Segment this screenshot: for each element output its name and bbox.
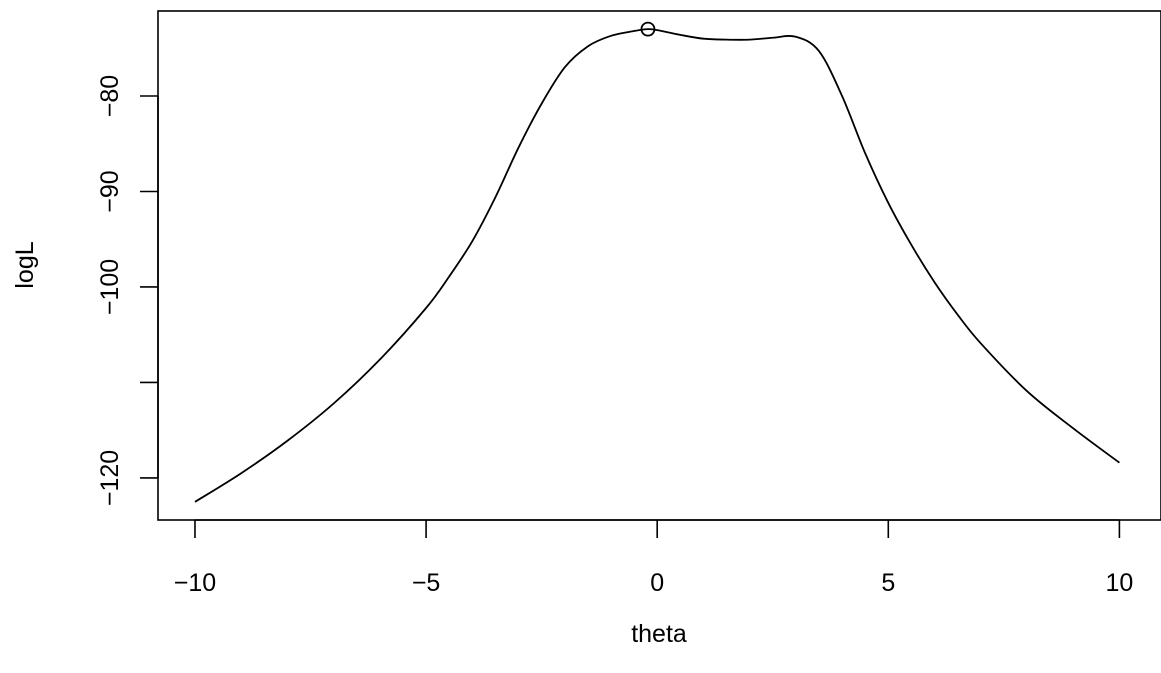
y-axis: −120 −100 −90 −80 <box>96 75 159 506</box>
x-tick-label: −5 <box>412 569 441 597</box>
x-tick-label: 0 <box>650 569 664 597</box>
y-tick-label: −90 <box>96 170 124 212</box>
x-tick-label: 10 <box>1105 569 1133 597</box>
maximum-point-marker <box>640 21 656 37</box>
x-axis: −10 −5 0 5 10 <box>174 519 1133 597</box>
x-axis-label: theta <box>631 620 687 648</box>
y-tick-label: −80 <box>96 75 124 117</box>
y-tick-label: −100 <box>96 259 124 315</box>
plot-frame <box>157 10 1161 521</box>
x-tick-label: −10 <box>174 569 216 597</box>
y-axis-label: logL <box>11 241 39 288</box>
loglik-curve <box>194 28 1120 503</box>
x-tick-label: 5 <box>881 569 895 597</box>
y-tick-label: −120 <box>96 450 124 506</box>
